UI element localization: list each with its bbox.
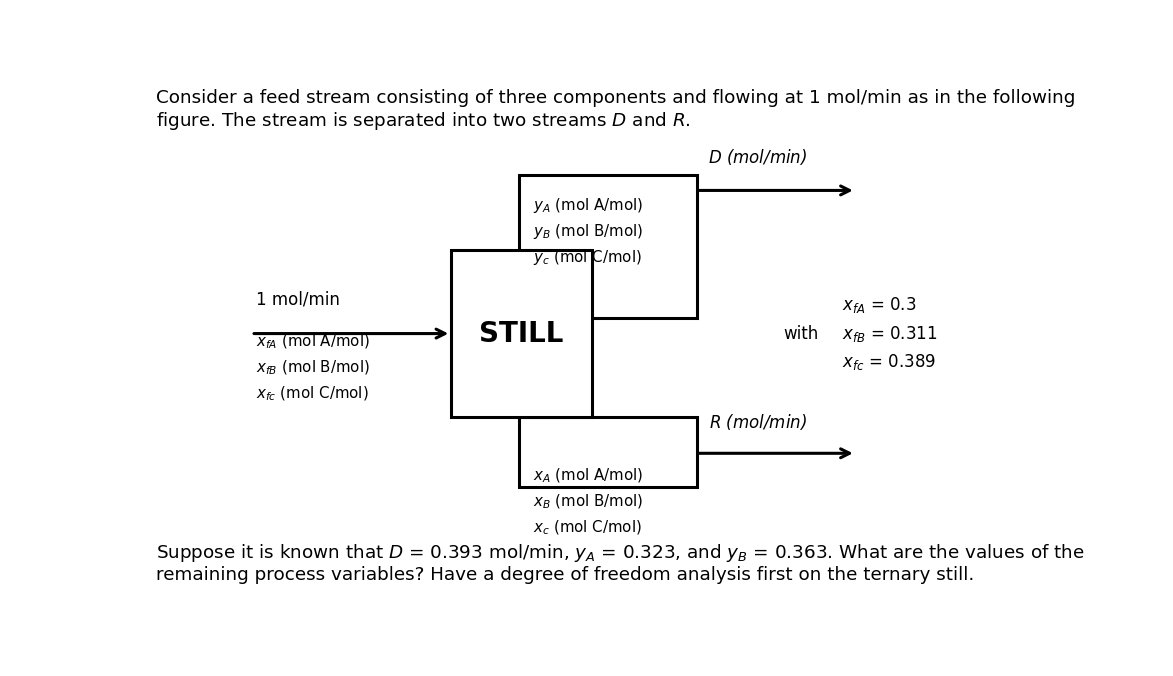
Text: $x_c$ (mol C/mol): $x_c$ (mol C/mol) — [533, 518, 642, 537]
Bar — [452, 250, 592, 417]
Text: $D$ (mol/min): $D$ (mol/min) — [708, 147, 808, 167]
Text: $y_c$ (mol C/mol): $y_c$ (mol C/mol) — [533, 247, 642, 267]
Text: $R$ (mol/min): $R$ (mol/min) — [708, 412, 807, 433]
Text: remaining process variables? Have a degree of freedom analysis first on the tern: remaining process variables? Have a degr… — [156, 566, 974, 584]
Text: $x_A$ (mol A/mol): $x_A$ (mol A/mol) — [533, 466, 643, 485]
Text: $y_A$ (mol A/mol): $y_A$ (mol A/mol) — [533, 195, 643, 215]
Text: Suppose it is known that $D$ = 0.393 mol/min, $y_A$ = 0.323, and $y_B$ = 0.363. : Suppose it is known that $D$ = 0.393 mol… — [156, 541, 1085, 564]
Text: $x_{fc}$ = 0.389: $x_{fc}$ = 0.389 — [842, 352, 936, 372]
Text: $x_{fB}$ (mol B/mol): $x_{fB}$ (mol B/mol) — [256, 358, 369, 377]
Text: Consider a feed stream consisting of three components and flowing at 1 mol/min a: Consider a feed stream consisting of thr… — [156, 89, 1076, 107]
Text: figure. The stream is separated into two streams $D$ and $R$.: figure. The stream is separated into two… — [156, 110, 691, 132]
Text: $x_{fA}$ = 0.3: $x_{fA}$ = 0.3 — [842, 295, 916, 315]
Text: $x_{fB}$ = 0.311: $x_{fB}$ = 0.311 — [842, 324, 937, 343]
Text: STILL: STILL — [480, 320, 564, 347]
Text: $x_{fc}$ (mol C/mol): $x_{fc}$ (mol C/mol) — [256, 384, 368, 403]
Bar — [520, 175, 697, 318]
Text: $x_{fA}$ (mol A/mol): $x_{fA}$ (mol A/mol) — [256, 332, 369, 351]
Text: with: with — [784, 324, 819, 343]
Text: $x_B$ (mol B/mol): $x_B$ (mol B/mol) — [533, 492, 643, 511]
Bar — [520, 417, 697, 487]
Text: $y_B$ (mol B/mol): $y_B$ (mol B/mol) — [533, 222, 643, 241]
Text: 1 mol/min: 1 mol/min — [256, 291, 340, 309]
